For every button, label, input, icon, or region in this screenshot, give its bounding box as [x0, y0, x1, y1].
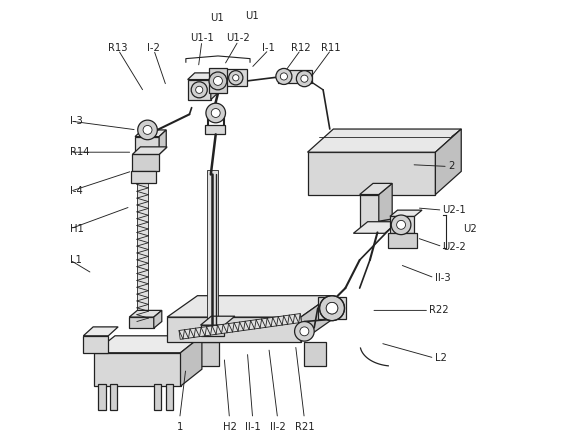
Polygon shape: [137, 143, 148, 321]
Text: U2-1: U2-1: [443, 205, 466, 215]
Circle shape: [301, 75, 308, 82]
Polygon shape: [353, 222, 399, 233]
Circle shape: [280, 73, 288, 80]
Circle shape: [320, 295, 345, 320]
Polygon shape: [379, 183, 392, 232]
Polygon shape: [135, 137, 159, 154]
Polygon shape: [83, 327, 118, 336]
Text: I-4: I-4: [70, 186, 83, 196]
Polygon shape: [307, 129, 461, 152]
Polygon shape: [209, 68, 227, 93]
Circle shape: [196, 86, 203, 93]
Text: U1-2: U1-2: [226, 33, 250, 43]
Polygon shape: [129, 310, 162, 317]
Circle shape: [391, 215, 411, 235]
Polygon shape: [129, 317, 154, 328]
Polygon shape: [181, 336, 202, 386]
Polygon shape: [435, 129, 461, 194]
Text: II-3: II-3: [435, 273, 450, 283]
Polygon shape: [278, 70, 312, 83]
Polygon shape: [188, 73, 218, 80]
Text: R21: R21: [294, 422, 314, 432]
Circle shape: [294, 321, 314, 341]
Polygon shape: [188, 80, 211, 100]
Text: I-1: I-1: [262, 43, 275, 53]
Polygon shape: [211, 73, 218, 100]
Polygon shape: [98, 384, 106, 410]
Bar: [207, 170, 218, 326]
Polygon shape: [132, 154, 159, 171]
Text: I-2: I-2: [147, 43, 160, 53]
Circle shape: [276, 68, 292, 84]
Polygon shape: [301, 295, 331, 342]
Text: H1: H1: [70, 224, 84, 234]
Text: R14: R14: [70, 147, 89, 157]
Text: U1-1: U1-1: [190, 33, 214, 43]
Text: H2: H2: [222, 422, 237, 432]
Polygon shape: [166, 384, 173, 410]
Text: R22: R22: [429, 305, 449, 316]
Circle shape: [138, 120, 157, 140]
Text: II-2: II-2: [270, 422, 285, 432]
Circle shape: [300, 327, 309, 336]
Text: R13: R13: [108, 43, 128, 53]
Text: U1: U1: [210, 13, 224, 23]
Text: R11: R11: [321, 43, 341, 53]
Polygon shape: [132, 147, 167, 154]
Polygon shape: [179, 313, 302, 339]
Polygon shape: [205, 125, 225, 135]
Circle shape: [297, 71, 312, 87]
Text: 2: 2: [448, 161, 454, 172]
Polygon shape: [167, 295, 331, 317]
Polygon shape: [200, 325, 224, 336]
Polygon shape: [359, 194, 379, 232]
Polygon shape: [135, 130, 166, 137]
Polygon shape: [200, 316, 235, 325]
Circle shape: [213, 76, 222, 85]
Polygon shape: [388, 233, 417, 248]
Polygon shape: [307, 152, 435, 194]
Polygon shape: [83, 336, 108, 353]
Text: L2: L2: [435, 353, 447, 363]
Text: R12: R12: [291, 43, 311, 53]
Circle shape: [233, 75, 239, 81]
Circle shape: [211, 109, 220, 118]
Polygon shape: [226, 69, 247, 86]
Circle shape: [143, 126, 152, 135]
Circle shape: [206, 103, 225, 123]
Polygon shape: [159, 130, 166, 154]
Polygon shape: [131, 171, 156, 183]
Polygon shape: [359, 183, 392, 194]
Circle shape: [191, 82, 207, 98]
Text: 1: 1: [177, 422, 183, 432]
Text: U2: U2: [464, 224, 477, 234]
Text: I-3: I-3: [70, 116, 83, 126]
Text: U1: U1: [245, 11, 259, 21]
Polygon shape: [93, 353, 181, 386]
Text: II-1: II-1: [245, 422, 260, 432]
Circle shape: [209, 72, 227, 90]
Polygon shape: [198, 342, 219, 366]
Text: L1: L1: [70, 255, 82, 265]
Polygon shape: [167, 317, 301, 342]
Polygon shape: [93, 336, 202, 353]
Circle shape: [326, 302, 338, 314]
Circle shape: [229, 71, 243, 85]
Polygon shape: [154, 384, 161, 410]
Polygon shape: [390, 210, 422, 216]
Circle shape: [326, 302, 338, 314]
Polygon shape: [154, 310, 162, 328]
Polygon shape: [305, 342, 326, 366]
Circle shape: [397, 220, 406, 229]
Polygon shape: [318, 297, 346, 319]
Polygon shape: [110, 384, 117, 410]
Polygon shape: [390, 216, 414, 233]
Text: U2-2: U2-2: [443, 242, 466, 252]
